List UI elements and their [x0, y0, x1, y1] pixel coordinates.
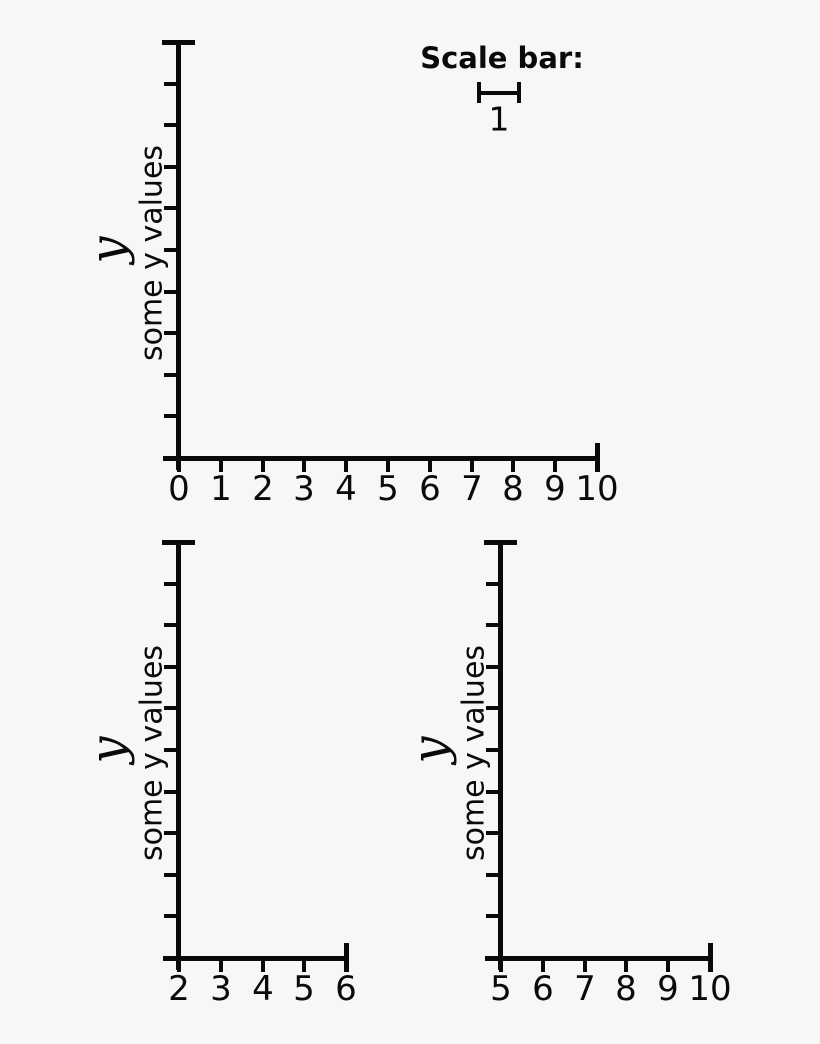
y-axis-label: y	[80, 236, 136, 264]
y-axis-tick	[486, 790, 501, 794]
x-axis-tick	[553, 458, 557, 472]
x-axis-tick	[428, 458, 432, 472]
y-axis-label: y	[80, 736, 136, 764]
y-axis-tick	[486, 748, 501, 752]
x-axis-tick	[511, 458, 515, 472]
x-axis-tick	[583, 958, 587, 972]
scale-bar-title: Scale bar:	[420, 41, 584, 75]
x-axis-tick	[302, 458, 306, 472]
y-axis-tick	[164, 290, 179, 294]
y-axis-units-label: some y values	[134, 644, 170, 862]
x-axis-tick	[344, 458, 348, 472]
x-tick-label: 3	[210, 969, 232, 1009]
y-axis-label: y	[402, 736, 458, 764]
x-axis-tick	[261, 958, 265, 972]
x-tick-label: 7	[574, 969, 596, 1009]
x-tick-label: 2	[252, 469, 274, 509]
y-axis-top-tick	[162, 40, 195, 45]
x-tick-label: 5	[293, 969, 315, 1009]
y-axis-line	[176, 40, 181, 470]
y-axis-line	[176, 540, 181, 970]
x-tick-label: 3	[293, 469, 315, 509]
x-tick-label: 9	[657, 969, 679, 1009]
y-axis-units-label: some y values	[456, 644, 492, 862]
y-axis-units-label: some y values	[134, 144, 170, 362]
y-axis-tick	[486, 873, 501, 877]
x-tick-label: 6	[532, 969, 554, 1009]
x-tick-label: 5	[377, 469, 399, 509]
x-tick-label: 4	[335, 469, 357, 509]
x-axis-tick	[219, 458, 223, 472]
x-tick-label: 8	[502, 469, 524, 509]
x-axis-tick	[386, 458, 390, 472]
y-axis-tick	[486, 831, 501, 835]
y-axis-tick	[164, 373, 179, 377]
x-tick-label: 6	[419, 469, 441, 509]
x-axis-tick	[344, 958, 348, 972]
x-tick-label: 10	[575, 469, 619, 509]
y-axis-tick	[486, 582, 501, 586]
x-axis-end-tick	[344, 943, 349, 972]
x-tick-label: 9	[544, 469, 566, 509]
x-tick-label: 2	[168, 969, 190, 1009]
y-axis-tick	[164, 82, 179, 86]
y-axis-tick	[164, 248, 179, 252]
x-axis-tick	[177, 958, 181, 972]
x-tick-label: 8	[615, 969, 637, 1009]
y-axis-tick	[164, 165, 179, 169]
scale-bar-value-label: 1	[488, 99, 510, 139]
y-axis-tick	[164, 331, 179, 335]
x-tick-label: 6	[335, 969, 357, 1009]
scale-bar-line	[478, 91, 521, 95]
x-tick-label: 7	[461, 469, 483, 509]
x-axis-tick	[666, 958, 670, 972]
y-axis-line	[498, 540, 503, 970]
y-axis-top-tick	[162, 540, 195, 545]
x-axis-tick	[708, 958, 712, 972]
y-axis-tick	[164, 414, 179, 418]
y-axis-tick	[164, 706, 179, 710]
y-axis-tick	[164, 623, 179, 627]
y-axis-tick	[164, 873, 179, 877]
y-axis-tick	[164, 748, 179, 752]
x-axis-end-tick	[595, 443, 600, 472]
y-axis-tick	[164, 206, 179, 210]
y-axis-tick	[486, 665, 501, 669]
x-tick-label: 0	[168, 469, 190, 509]
y-axis-tick	[486, 623, 501, 627]
y-axis-tick	[164, 790, 179, 794]
y-axis-tick	[164, 123, 179, 127]
y-axis-tick	[164, 665, 179, 669]
x-axis-tick	[499, 958, 503, 972]
scale-bar-end-cap	[517, 82, 521, 103]
x-axis-line	[485, 956, 713, 961]
x-axis-tick	[624, 958, 628, 972]
x-axis-tick	[261, 458, 265, 472]
y-axis-tick	[164, 831, 179, 835]
x-axis-tick	[470, 458, 474, 472]
x-axis-tick	[302, 958, 306, 972]
y-axis-tick	[164, 914, 179, 918]
x-tick-label: 5	[490, 969, 512, 1009]
x-axis-tick	[595, 458, 599, 472]
y-axis-top-tick	[484, 540, 517, 545]
x-axis-tick	[219, 958, 223, 972]
x-tick-label: 1	[210, 469, 232, 509]
x-axis-line	[163, 456, 600, 461]
x-tick-label: 10	[688, 969, 732, 1009]
y-axis-tick	[164, 582, 179, 586]
x-axis-end-tick	[708, 943, 713, 972]
scale-bar-end-cap	[477, 82, 481, 103]
y-axis-tick	[486, 706, 501, 710]
x-tick-label: 4	[252, 969, 274, 1009]
y-axis-tick	[486, 914, 501, 918]
x-axis-tick	[177, 458, 181, 472]
x-axis-tick	[541, 958, 545, 972]
x-axis-line	[163, 956, 350, 961]
